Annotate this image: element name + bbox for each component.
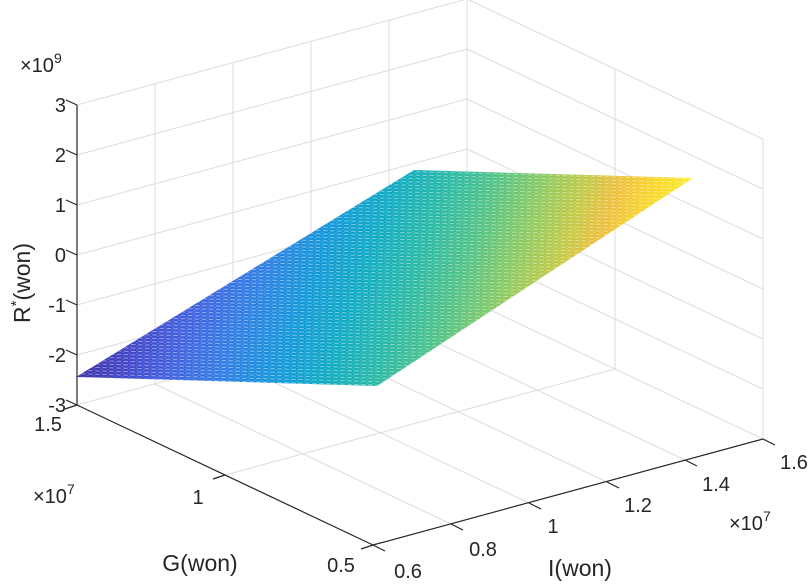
i-axis-line — [372, 438, 764, 546]
i-tick-label-5: 1.6 — [780, 452, 808, 474]
z-tick-label-5: -2 — [48, 345, 66, 367]
z-tick-label-4: -1 — [48, 295, 66, 317]
z-axis-label: R*(won) — [8, 243, 35, 323]
surface — [76, 170, 693, 386]
i-tick-label-1: 0.8 — [469, 539, 497, 561]
g-scale-label: ×107 — [33, 481, 75, 508]
z-tick-label-3: 0 — [55, 245, 66, 267]
z-tick-label-0: 3 — [55, 95, 66, 117]
surface-mesh-overlay — [76, 170, 693, 386]
i-tick-label-4: 1.4 — [702, 474, 730, 496]
g-axis-label: G(won) — [162, 550, 237, 576]
i-scale-label: ×107 — [729, 508, 771, 535]
i-axis-label: I(won) — [548, 555, 612, 581]
g-tick-label-2: 0.5 — [327, 555, 355, 577]
i-tick-label-0: 0.6 — [394, 561, 422, 583]
g-tick-label-0: 1.5 — [34, 414, 62, 436]
z-tick-label-6: -3 — [48, 395, 66, 417]
tick-marks — [64, 99, 776, 552]
g-tick-label-1: 1 — [192, 487, 203, 509]
z-tick-label-2: 1 — [55, 195, 66, 217]
i-tick-label-3: 1.2 — [624, 495, 652, 517]
z-scale-label: ×109 — [20, 50, 62, 77]
z-tick-label-1: 2 — [55, 145, 66, 167]
i-tick-label-2: 1 — [547, 516, 558, 538]
